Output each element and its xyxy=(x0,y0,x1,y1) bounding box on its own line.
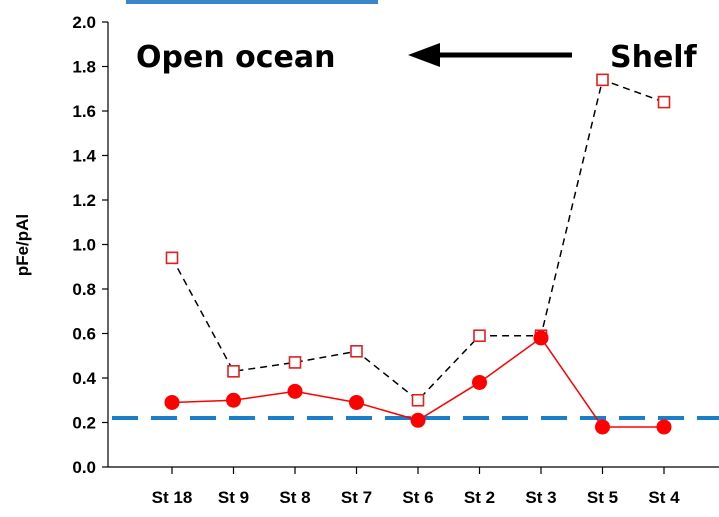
y-tick-label: 0.8 xyxy=(72,280,96,299)
y-tick-label: 1.4 xyxy=(72,147,96,166)
annotation-arrow xyxy=(408,43,572,67)
x-tick-label: St 6 xyxy=(402,488,433,507)
y-axis-label: pFe/pAl xyxy=(13,214,32,276)
data-point xyxy=(164,394,180,410)
y-tick-label: 1.0 xyxy=(72,236,96,255)
x-tick-label: St 3 xyxy=(525,488,556,507)
x-tick-label: St 9 xyxy=(218,488,249,507)
y-tick-label: 0.6 xyxy=(72,325,96,344)
data-point xyxy=(410,412,426,428)
y-tick-label: 1.8 xyxy=(72,58,96,77)
y-tick-label: 0.2 xyxy=(72,414,96,433)
x-tick-label: St 8 xyxy=(279,488,310,507)
series-layer xyxy=(164,73,672,435)
y-tick-label: 1.2 xyxy=(72,191,96,210)
x-tick-label: St 18 xyxy=(152,488,193,507)
y-ticks: 0.0 0.2 0.4 0.6 0.8 1.0 1.2 1.4 1.6 1.8 2.0 xyxy=(72,13,108,477)
data-point xyxy=(533,330,549,346)
top-accent-bar xyxy=(126,0,378,4)
data-point xyxy=(595,419,610,435)
annotation-shelf: Shelf xyxy=(610,40,698,75)
x-tick-label: St 4 xyxy=(648,488,680,507)
data-point xyxy=(165,251,179,265)
data-point xyxy=(287,383,303,399)
data-point xyxy=(657,95,671,109)
data-point xyxy=(472,374,487,390)
x-tick-label: St 2 xyxy=(464,488,495,507)
x-tick-label: St 5 xyxy=(587,488,618,507)
y-tick-label: 0.4 xyxy=(72,369,96,388)
data-point xyxy=(656,419,672,435)
annotation-open-ocean: Open ocean xyxy=(136,40,335,75)
data-point xyxy=(288,356,302,369)
series-line-1 xyxy=(171,78,665,402)
data-point xyxy=(226,392,241,408)
data-point xyxy=(350,344,363,358)
data-point xyxy=(227,365,240,378)
data-point xyxy=(411,393,425,407)
x-tick-label: St 7 xyxy=(341,488,372,507)
y-tick-label: 1.6 xyxy=(72,102,96,121)
data-point xyxy=(349,394,364,410)
data-point xyxy=(596,73,609,87)
y-tick-label: 0.0 xyxy=(72,458,96,477)
x-ticks: St 18 St 9 St 8 St 7 St 6 St 2 St 3 St 5 St 4 xyxy=(152,467,680,507)
data-point xyxy=(473,329,486,343)
y-tick-label: 2.0 xyxy=(72,13,96,32)
